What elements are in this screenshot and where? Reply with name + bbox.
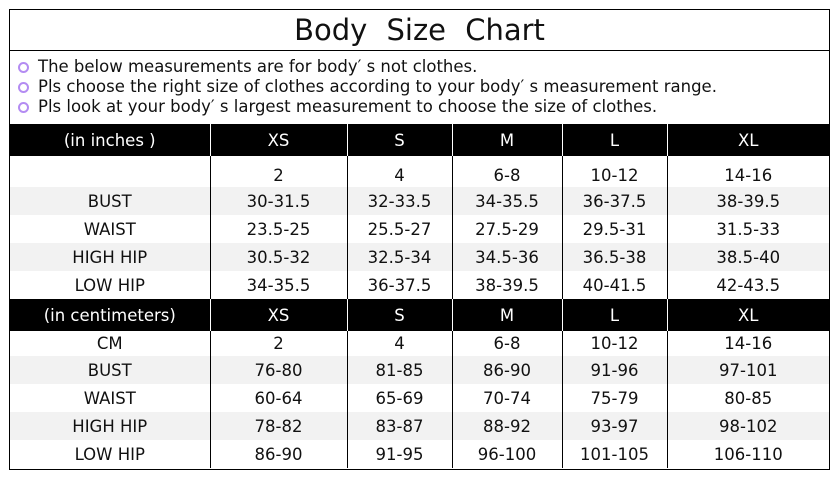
table-cell: 106-110 (666, 440, 829, 468)
table-cell: 70-74 (451, 384, 562, 412)
table-cell: 36-37.5 (346, 271, 452, 299)
table-cell: 78-82 (209, 412, 347, 440)
note-text: Pls look at your body′ s largest measure… (38, 97, 658, 116)
table-cell: 34-35.5 (209, 271, 347, 299)
table-cell: 30.5-32 (209, 243, 347, 271)
table-cell: 34-35.5 (451, 187, 562, 215)
table-cell: 86-90 (209, 440, 347, 468)
table-row: LOW HIP 86-90 91-95 96-100 101-105 106-110 (10, 440, 829, 468)
size-table: (in inches ) XS S M L XL 2 4 6-8 10-12 14-16 BUST 30… (10, 124, 829, 468)
table-cell: 6-8 (451, 331, 562, 356)
table-cell: 80-85 (666, 384, 829, 412)
column-header: (in centimeters) (10, 299, 210, 331)
table-row: LOW HIP 34-35.5 36-37.5 38-39.5 40-41.5 42-43… (10, 271, 829, 299)
inches-header-row: (in inches ) XS S M L XL (10, 124, 829, 156)
table-cell: 2 (209, 331, 347, 356)
table-row: BUST 30-31.5 32-33.5 34-35.5 36-37.5 38-39.5 (10, 187, 829, 215)
table-row: CM 2 4 6-8 10-12 14-16 (10, 331, 829, 356)
row-label: BUST (10, 187, 210, 215)
row-label (10, 156, 210, 187)
row-label: CM (96, 334, 123, 353)
size-chart: Body Size Chart The below measurements a… (9, 9, 830, 470)
table-cell: 81-85 (346, 356, 452, 384)
table-cell: 29.5-31 (561, 215, 667, 243)
row-label: BUST (10, 356, 210, 384)
table-row: HIGH HIP 78-82 83-87 88-92 93-97 98-102 (10, 412, 829, 440)
column-header: M (451, 299, 562, 331)
table-cell: 93-97 (561, 412, 667, 440)
row-label: HIGH HIP (10, 243, 210, 271)
table-cell: 91-96 (561, 356, 667, 384)
table-cell: 76-80 (209, 356, 347, 384)
table-cell: 42-43.5 (666, 271, 829, 299)
column-header: XS (209, 124, 347, 156)
circle-bullet-icon (18, 81, 29, 93)
notes-list: The below measurements are for body′ s n… (10, 51, 829, 124)
column-header: S (346, 299, 452, 331)
table-cell: 2 (209, 156, 347, 187)
note-item: The below measurements are for body′ s n… (18, 57, 829, 77)
note-item: Pls choose the right size of clothes acc… (18, 77, 829, 97)
table-row: HIGH HIP 30.5-32 32.5-34 34.5-36 36.5-38 38.5… (10, 243, 829, 271)
table-cell: 83-87 (346, 412, 452, 440)
table-cell: 10-12 (561, 331, 667, 356)
row-label: WAIST (83, 388, 136, 408)
column-header: S (346, 124, 452, 156)
table-cell: 38.5-40 (666, 243, 829, 271)
table-cell: 88-92 (451, 412, 562, 440)
table-cell: 36.5-38 (561, 243, 667, 271)
table-cell: 40-41.5 (561, 271, 667, 299)
column-header: XS (209, 299, 347, 331)
table-cell: 14-16 (666, 331, 829, 356)
table-cell: 38-39.5 (451, 271, 562, 299)
table-cell: 98-102 (666, 412, 829, 440)
table-cell: 10-12 (561, 156, 667, 187)
note-item: Pls look at your body′ s largest measure… (18, 97, 829, 117)
chart-title: Body Size Chart (10, 10, 829, 51)
table-row: WAIST 60-64 65-69 70-74 75-79 80-85 (10, 384, 829, 412)
table-cell: 32.5-34 (346, 243, 452, 271)
table-row: WAIST 23.5-25 25.5-27 27.5-29 29.5-31 31.5-33 (10, 215, 829, 243)
column-header: (in inches ) (10, 124, 210, 156)
table-cell: 14-16 (666, 156, 829, 187)
table-row: 2 4 6-8 10-12 14-16 (10, 156, 829, 187)
table-cell: 60-64 (209, 384, 347, 412)
table-cell: 4 (346, 156, 452, 187)
table-row: BUST 76-80 81-85 86-90 91-96 97-101 (10, 356, 829, 384)
column-header: XL (666, 299, 829, 331)
note-text: The below measurements are for body′ s n… (38, 57, 478, 76)
row-label: WAIST (83, 219, 136, 239)
table-cell: 25.5-27 (346, 215, 452, 243)
table-cell: 30-31.5 (209, 187, 347, 215)
table-cell: 75-79 (561, 384, 667, 412)
circle-bullet-icon (18, 101, 29, 113)
table-cell: 4 (346, 331, 452, 356)
table-cell: 36-37.5 (561, 187, 667, 215)
table-cell: 91-95 (346, 440, 452, 468)
column-header: L (561, 299, 667, 331)
table-cell: 31.5-33 (666, 215, 829, 243)
table-cell: 38-39.5 (666, 187, 829, 215)
circle-bullet-icon (18, 61, 29, 73)
column-header: XL (666, 124, 829, 156)
centimeters-header-row: (in centimeters) XS S M L XL (10, 299, 829, 331)
table-cell: 34.5-36 (451, 243, 562, 271)
column-header: M (451, 124, 562, 156)
table-cell: 27.5-29 (451, 215, 562, 243)
table-cell: 32-33.5 (346, 187, 452, 215)
table-cell: 96-100 (451, 440, 562, 468)
row-label: HIGH HIP (10, 412, 210, 440)
table-cell: 101-105 (561, 440, 667, 468)
column-header: L (561, 124, 667, 156)
table-cell: 65-69 (346, 384, 452, 412)
row-label: LOW HIP (74, 444, 145, 464)
table-cell: 97-101 (666, 356, 829, 384)
table-cell: 86-90 (451, 356, 562, 384)
table-cell: 6-8 (451, 156, 562, 187)
row-label: LOW HIP (74, 275, 145, 295)
table-cell: 23.5-25 (209, 215, 347, 243)
note-text: Pls choose the right size of clothes acc… (38, 77, 717, 96)
